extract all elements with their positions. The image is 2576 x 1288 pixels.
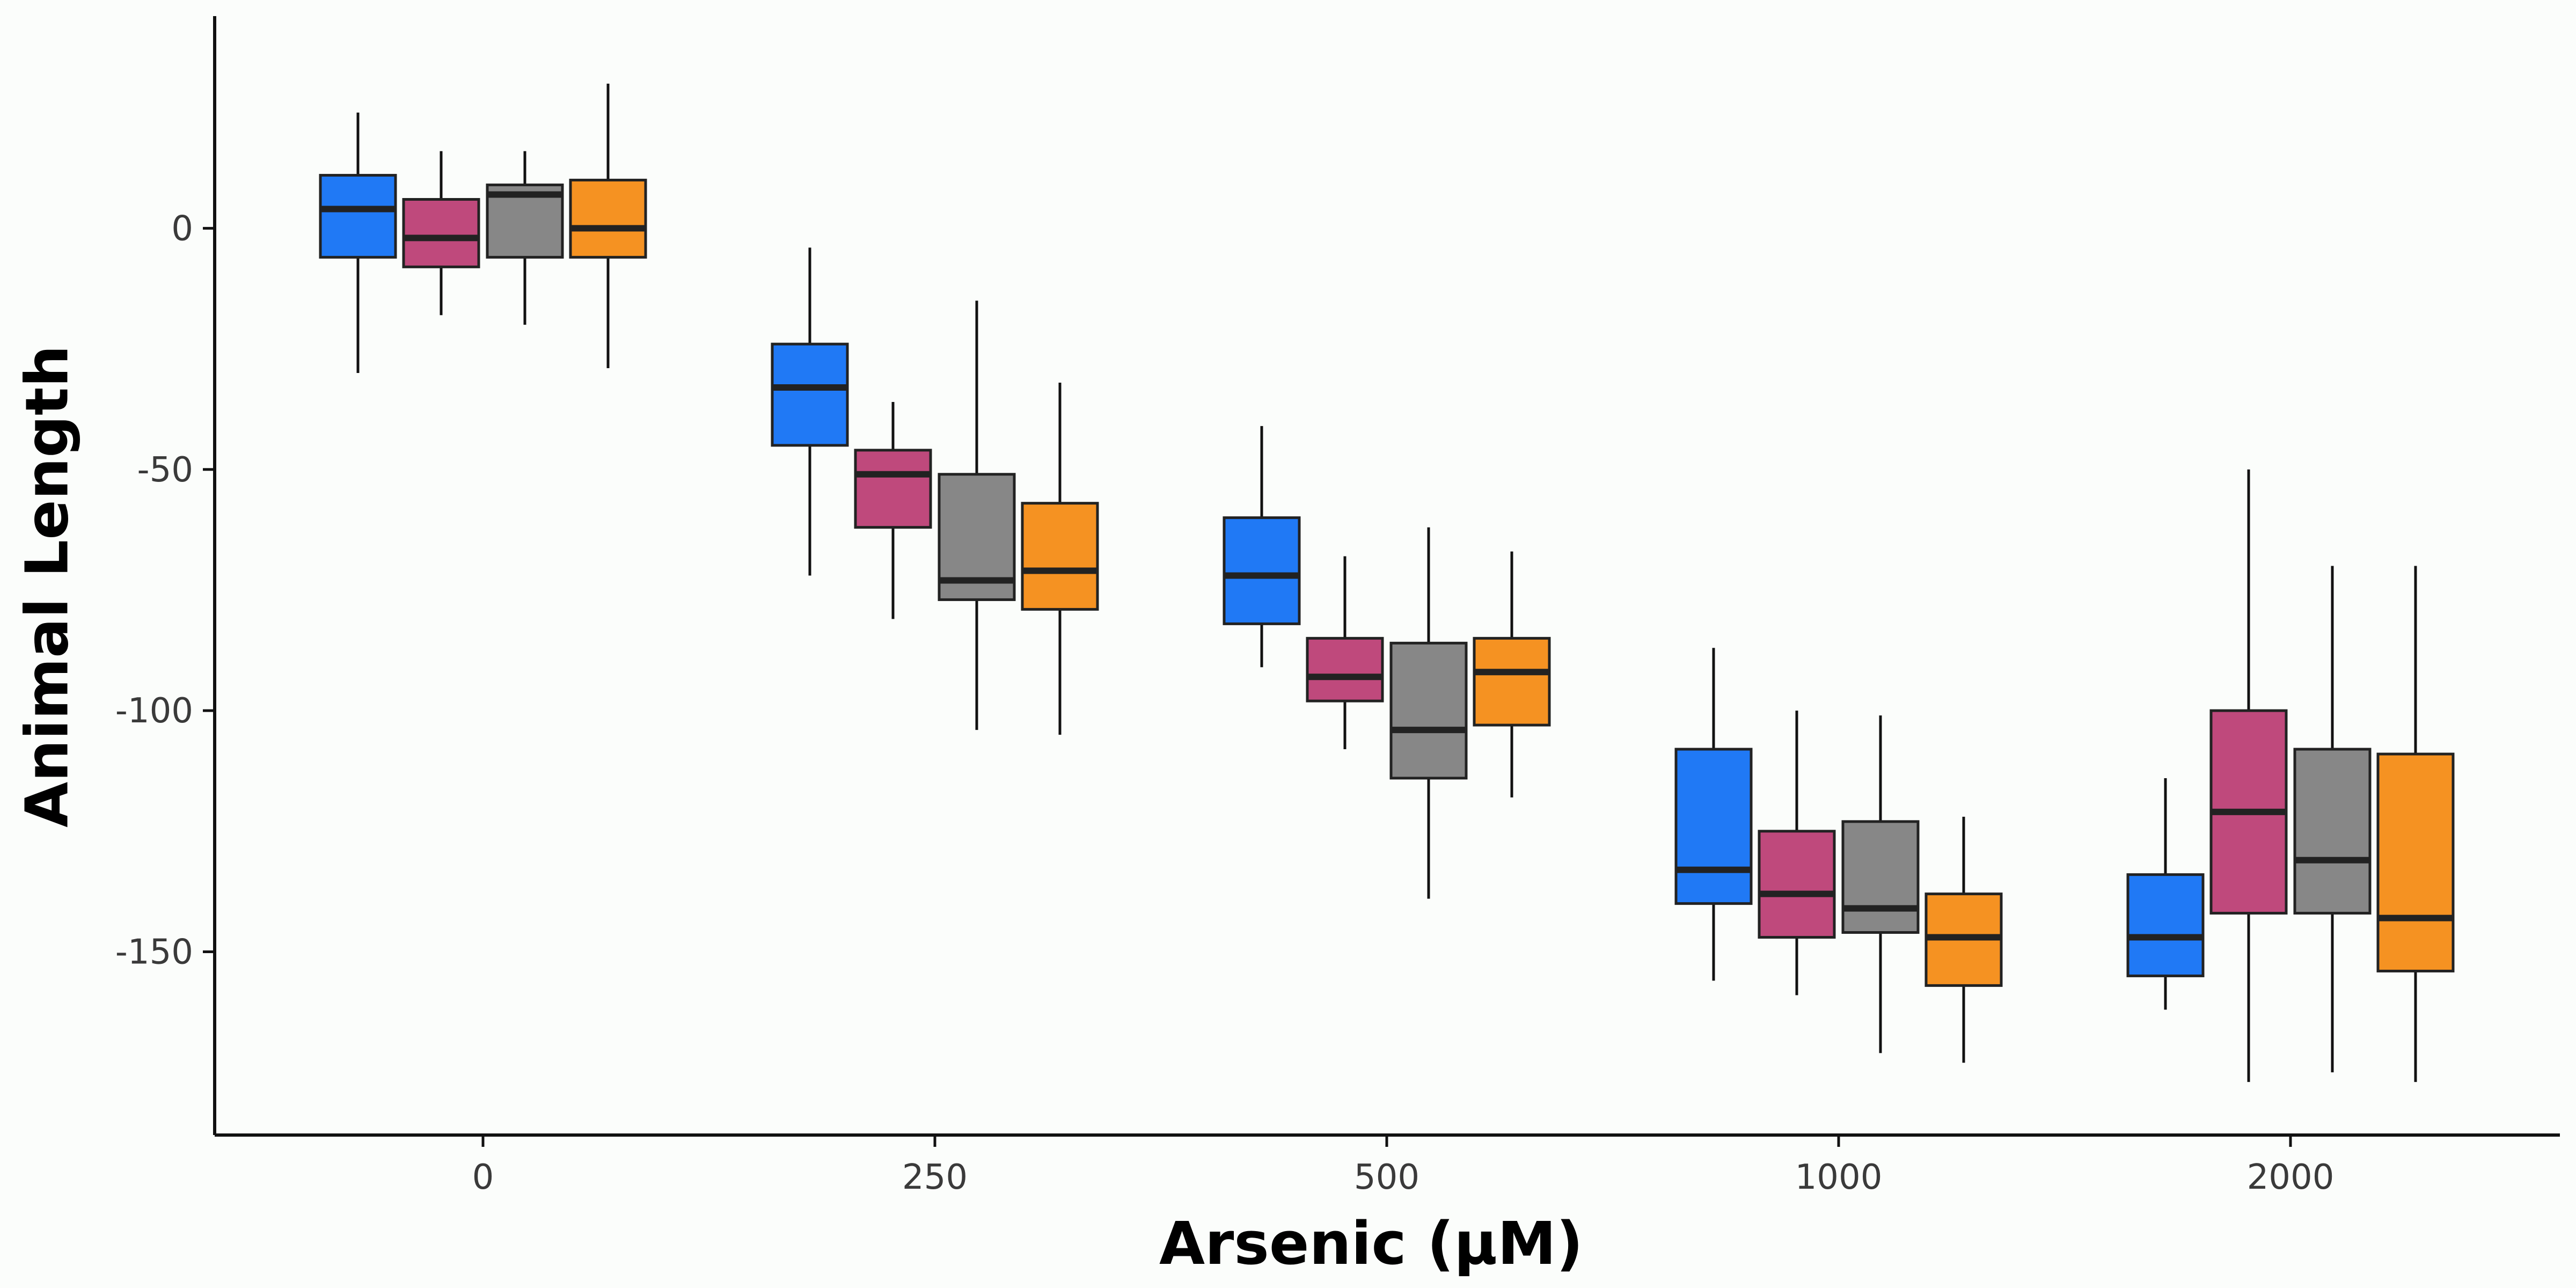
x-tick-label: 1000 bbox=[1795, 1158, 1883, 1197]
y-axis-title: Animal Length bbox=[12, 345, 81, 828]
x-tick-label: 0 bbox=[472, 1158, 494, 1197]
box-group bbox=[1924, 816, 2003, 1063]
box-group bbox=[1758, 711, 1836, 996]
boxes-layer bbox=[319, 83, 2455, 1082]
box-group bbox=[2209, 469, 2288, 1082]
x-ticks: 0 250 500 1000 2000 bbox=[472, 1135, 2334, 1197]
x-tick-label: 250 bbox=[902, 1158, 968, 1197]
iqr-box bbox=[319, 174, 397, 259]
box-group bbox=[2293, 566, 2372, 1073]
box-group bbox=[771, 247, 849, 576]
box-group bbox=[2126, 778, 2205, 1010]
box-group bbox=[486, 151, 564, 325]
x-tick-label: 2000 bbox=[2247, 1158, 2334, 1197]
box-group bbox=[1841, 715, 1920, 1053]
box-group bbox=[1021, 383, 1099, 735]
x-tick-label: 500 bbox=[1354, 1158, 1419, 1197]
box-group bbox=[569, 83, 647, 369]
y-tick-label: -150 bbox=[115, 932, 193, 972]
iqr-box bbox=[1758, 830, 1836, 939]
iqr-box bbox=[2293, 748, 2372, 915]
iqr-box bbox=[854, 449, 932, 529]
y-ticks: 0 -50 -100 -150 bbox=[115, 209, 215, 972]
iqr-box bbox=[2126, 873, 2205, 977]
y-tick-label: 0 bbox=[171, 209, 193, 248]
iqr-box bbox=[1223, 516, 1301, 625]
iqr-box bbox=[1674, 748, 1753, 905]
box-group bbox=[402, 151, 480, 316]
iqr-box bbox=[1021, 502, 1099, 611]
box-group bbox=[1223, 426, 1301, 668]
box-group bbox=[1674, 648, 1753, 981]
box-group bbox=[1389, 527, 1468, 899]
x-axis-title: Arsenic (µM) bbox=[1159, 1209, 1583, 1278]
iqr-box bbox=[1473, 636, 1551, 727]
box-group bbox=[854, 401, 932, 619]
iqr-box bbox=[569, 179, 647, 259]
box-group bbox=[319, 112, 397, 374]
iqr-box bbox=[771, 342, 849, 447]
y-tick-label: -100 bbox=[115, 691, 193, 731]
box-group bbox=[938, 301, 1016, 730]
box-group bbox=[2376, 566, 2455, 1082]
iqr-box bbox=[1389, 641, 1468, 780]
iqr-box bbox=[402, 198, 480, 268]
iqr-box bbox=[1841, 820, 1920, 934]
iqr-box bbox=[2376, 752, 2455, 972]
box-group bbox=[1473, 551, 1551, 797]
y-tick-label: -50 bbox=[137, 450, 193, 490]
iqr-box bbox=[1306, 636, 1384, 702]
box-group bbox=[1306, 556, 1384, 750]
